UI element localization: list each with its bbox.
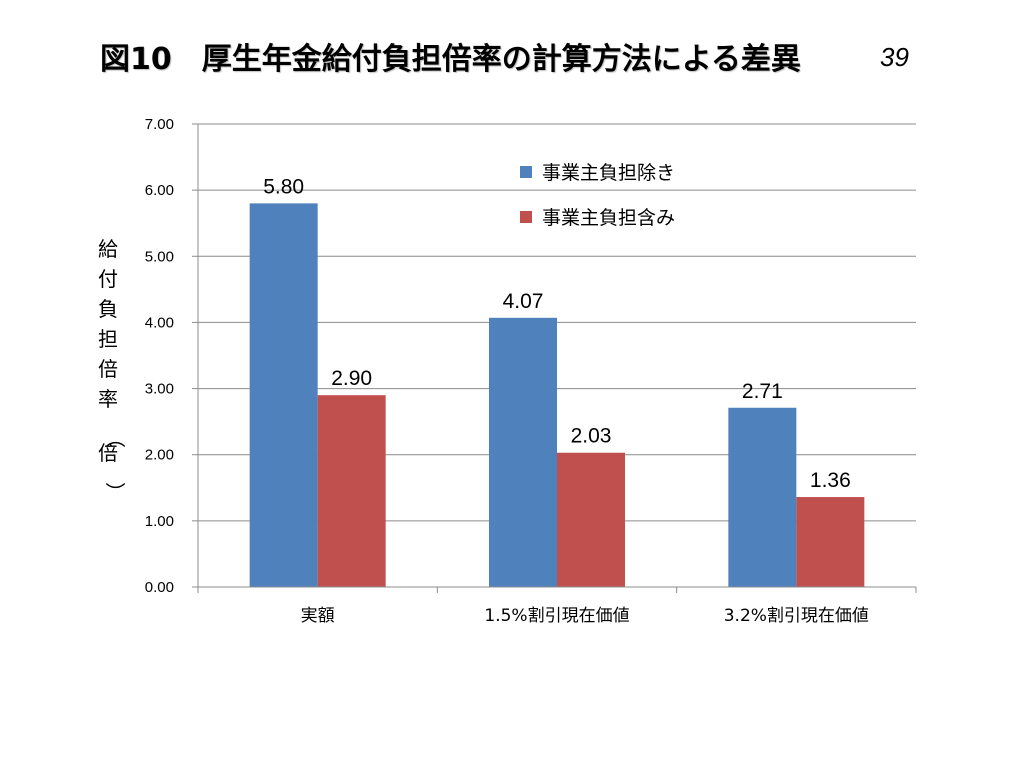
y-tick-label: 1.00	[145, 513, 174, 530]
y-tick-label: 7.00	[145, 116, 174, 133]
bar-including-0	[317, 395, 386, 587]
y-axis-label-char: 倍	[98, 441, 118, 465]
category-label: 1.5%割引現在価値	[484, 606, 629, 626]
y-axis-label-char: ）	[103, 482, 127, 502]
data-label: 2.71	[742, 380, 783, 403]
legend-swatch	[520, 211, 532, 223]
data-label: 2.90	[331, 367, 372, 390]
category-label: 実額	[301, 606, 335, 626]
data-labels: 5.80 2.90 4.07 2.03 2.71 1.36	[263, 175, 851, 492]
bar-excluding-2	[728, 407, 797, 587]
y-tick-label: 6.00	[145, 182, 174, 199]
bar-excluding-0	[249, 203, 318, 587]
y-tick-label: 5.00	[145, 248, 174, 265]
bar-excluding-1	[489, 317, 557, 587]
legend-label: 事業主負担含み	[542, 207, 675, 229]
y-axis-label-char: 担	[98, 327, 118, 351]
data-label: 2.03	[571, 425, 612, 448]
y-tick-label: 4.00	[145, 314, 174, 331]
slide-title: 図10 厚生年金給付負担倍率の計算方法による差異	[100, 42, 801, 77]
bars	[249, 203, 865, 587]
y-axis-label-char: 率	[98, 387, 118, 411]
data-label: 4.07	[503, 290, 544, 313]
y-axis-label-char: （	[103, 428, 127, 448]
y-axis-label-char: 倍	[98, 357, 118, 381]
y-tick-label: 3.00	[145, 381, 174, 398]
bar-including-1	[557, 452, 625, 587]
data-label: 1.36	[810, 469, 851, 492]
axes: 0.00 1.00 2.00 3.00 4.00 5.00 6.00 7.00 実額 1.5%割引…	[145, 116, 917, 626]
y-tick-label: 2.00	[145, 447, 174, 464]
data-label: 5.80	[263, 175, 304, 198]
legend-label: 事業主負担除き	[542, 162, 675, 184]
legend-swatch	[520, 166, 532, 178]
slide-number: 39	[880, 42, 909, 72]
y-axis-label-char: 給	[98, 237, 118, 261]
category-label: 3.2%割引現在価値	[724, 606, 869, 626]
y-axis-label-char: 負	[98, 297, 118, 321]
y-axis-label-char: 付	[98, 267, 118, 291]
bar-including-2	[796, 497, 865, 587]
y-axis-label: 給付負担倍率（倍）	[98, 237, 127, 502]
y-tick-label: 0.00	[145, 579, 174, 596]
